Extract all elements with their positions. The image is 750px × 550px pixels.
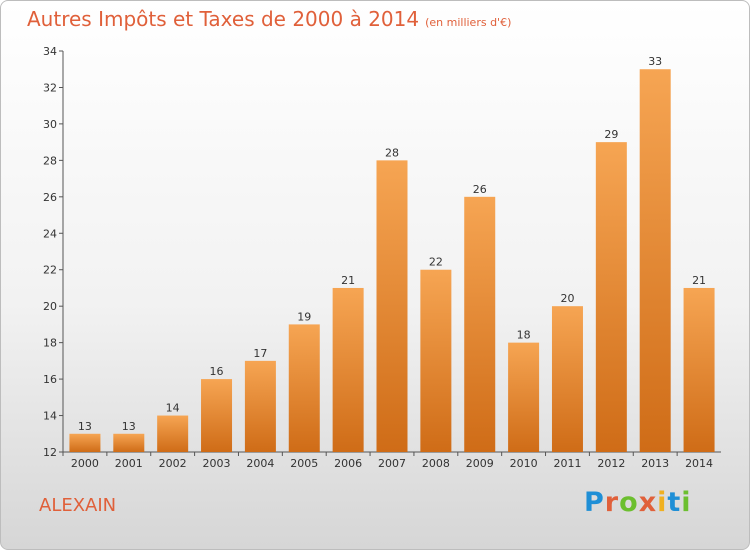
chart-title: Autres Impôts et Taxes de 2000 à 2014 (en… xyxy=(27,7,511,31)
y-tick-label: 20 xyxy=(43,300,57,313)
data-label-2011: 20 xyxy=(560,292,574,305)
bar-2014 xyxy=(683,287,715,452)
x-tick-label-2001: 2001 xyxy=(115,457,143,470)
bar-2007 xyxy=(376,160,408,452)
x-tick-label-2010: 2010 xyxy=(510,457,538,470)
x-tick-label-2004: 2004 xyxy=(246,457,274,470)
y-tick-label: 30 xyxy=(43,118,57,131)
chart-bars xyxy=(69,69,715,453)
y-tick-label: 34 xyxy=(43,45,57,58)
x-tick-label-2005: 2005 xyxy=(290,457,318,470)
data-label-2006: 21 xyxy=(341,274,355,287)
data-label-2008: 22 xyxy=(429,256,443,269)
x-tick-label-2012: 2012 xyxy=(597,457,625,470)
bar-2010 xyxy=(508,342,540,452)
data-label-2012: 29 xyxy=(604,128,618,141)
data-label-2004: 17 xyxy=(253,347,267,360)
bar-2000 xyxy=(69,433,101,452)
x-tick-label-2009: 2009 xyxy=(466,457,494,470)
bar-2009 xyxy=(464,196,496,452)
bar-2011 xyxy=(551,306,583,452)
data-label-2003: 16 xyxy=(210,365,224,378)
chart-title-text: Autres Impôts et Taxes de 2000 à 2014 xyxy=(27,7,420,31)
bar-2004 xyxy=(244,360,276,452)
y-tick-label: 32 xyxy=(43,81,57,94)
y-tick-label: 16 xyxy=(43,373,57,386)
data-label-2013: 33 xyxy=(648,55,662,68)
y-tick-label: 18 xyxy=(43,337,57,350)
data-label-2007: 28 xyxy=(385,146,399,159)
x-tick-label-2006: 2006 xyxy=(334,457,362,470)
x-tick-label-2013: 2013 xyxy=(641,457,669,470)
data-label-2002: 14 xyxy=(166,402,180,415)
bar-2005 xyxy=(288,324,320,452)
x-tick-label-2003: 2003 xyxy=(203,457,231,470)
y-tick-label: 26 xyxy=(43,191,57,204)
bar-2003 xyxy=(201,379,233,452)
data-label-2009: 26 xyxy=(473,183,487,196)
bar-2001 xyxy=(113,433,145,452)
bar-2002 xyxy=(157,415,189,452)
x-tick-label-2014: 2014 xyxy=(685,457,713,470)
chart-axes: 12 14 16 18 20 22 24 26 28 30 32 34 xyxy=(43,45,721,459)
chart-subtitle: (en milliers d'€) xyxy=(425,16,512,29)
location-label: ALEXAIN xyxy=(39,495,117,516)
data-label-2001: 13 xyxy=(122,420,136,433)
x-tick-label-2011: 2011 xyxy=(553,457,581,470)
x-tick-label-2002: 2002 xyxy=(159,457,187,470)
y-tick-label: 28 xyxy=(43,154,57,167)
bar-2006 xyxy=(332,287,364,452)
proxiti-logo: Proxiti xyxy=(584,487,692,518)
x-tick-label-2007: 2007 xyxy=(378,457,406,470)
x-tick-label-2008: 2008 xyxy=(422,457,450,470)
data-label-2014: 21 xyxy=(692,274,706,287)
data-label-2000: 13 xyxy=(78,420,92,433)
bar-2012 xyxy=(595,142,627,453)
y-tick-label: 24 xyxy=(43,227,57,240)
y-tick-label: 12 xyxy=(43,446,57,459)
data-label-2005: 19 xyxy=(297,310,311,323)
x-tick-label-2000: 2000 xyxy=(71,457,99,470)
y-tick-label: 14 xyxy=(43,410,57,423)
bar-2008 xyxy=(420,269,452,452)
data-label-2010: 18 xyxy=(517,329,531,342)
bar-2013 xyxy=(639,69,671,453)
y-tick-label: 22 xyxy=(43,264,57,277)
chart-labels: 13 2000 13 2001 14 2002 16 2003 17 2004 19 2005 21 20… xyxy=(71,55,713,470)
